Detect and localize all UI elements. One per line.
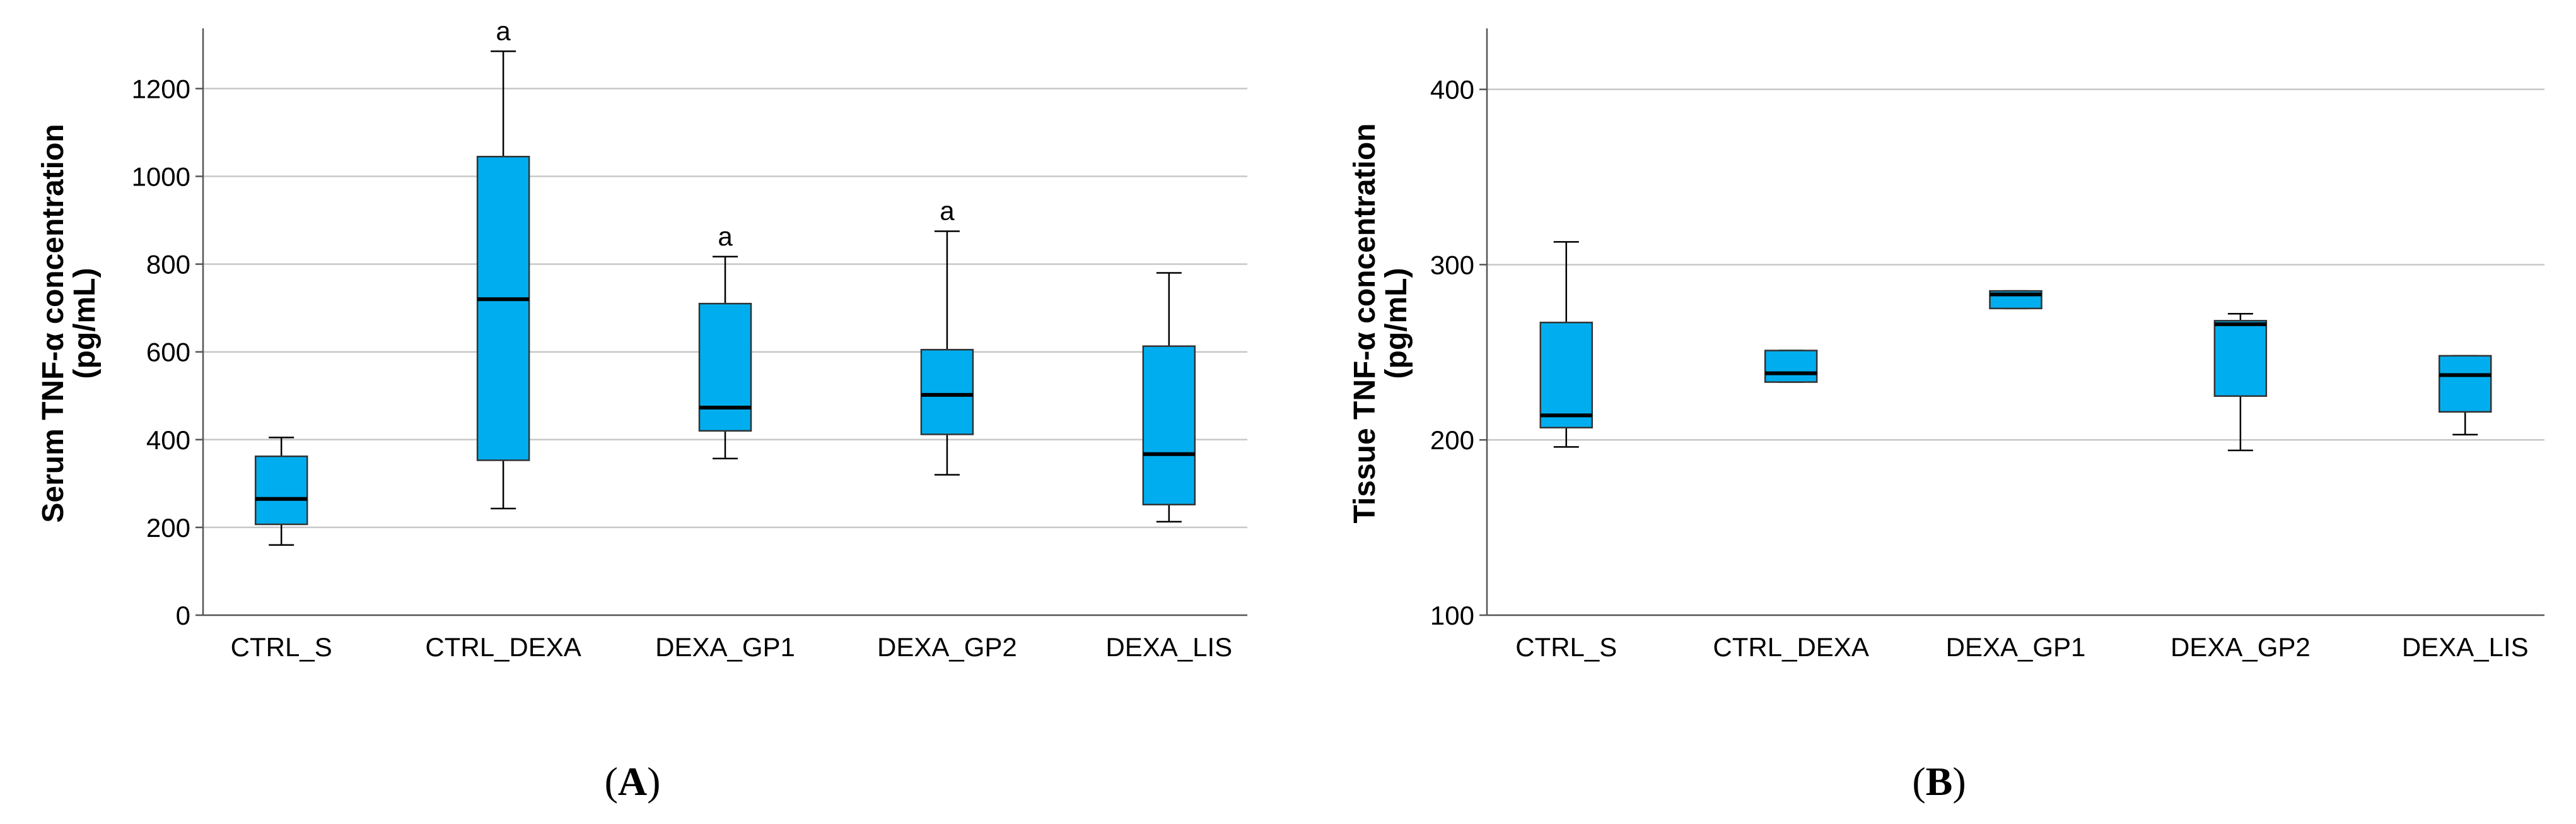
box-iqr (254, 455, 308, 526)
y-tick-label: 800 (146, 250, 190, 280)
panel-label-open: ( (605, 759, 618, 804)
y-tick-label: 600 (146, 338, 190, 367)
chart-panel-b: 100 200 300 400 Tissue TNF-α concentration(p… (1348, 28, 2544, 804)
y-tick-label: 400 (1430, 75, 1474, 105)
panel-label: (A) (605, 759, 661, 804)
y-tick-label: 0 (176, 601, 190, 630)
x-tick-label: CTRL_DEXA (425, 632, 581, 662)
y-tick-label: 300 (1430, 250, 1474, 280)
panel-label-letter: A (618, 759, 647, 804)
box-iqr (1539, 321, 1594, 429)
box-dexa-lis (1142, 272, 1196, 523)
panel-label-letter: B (1926, 759, 1953, 804)
box-dexa-lis (2438, 355, 2492, 436)
y-axis-title: Serum TNF-α concentration(pg/mL) (37, 124, 102, 522)
x-tick-label: DEXA_GP1 (1946, 632, 2086, 662)
x-tick-label: DEXA_LIS (2402, 632, 2529, 662)
box-iqr (920, 348, 974, 435)
x-tick-label: CTRL_S (1515, 632, 1617, 662)
box-dexa-gp1 (1989, 290, 2043, 310)
x-tick-label: DEXA_GP2 (877, 632, 1017, 662)
box-dexa-gp1: a (698, 221, 752, 459)
y-axis-title: Tissue TNF-α concentration(pg/mL) (1348, 123, 1413, 523)
y-tick-label: 1000 (132, 162, 190, 192)
box-iqr (476, 155, 530, 461)
x-tick-label: DEXA_GP1 (655, 632, 795, 662)
y-axis-title-line1: Tissue TNF-α concentration (1348, 123, 1382, 523)
x-tick-label: CTRL_DEXA (1713, 632, 1868, 662)
x-tick-label: CTRL_S (231, 632, 332, 662)
significance-label: a (940, 196, 955, 225)
y-axis-title-line1: Serum TNF-α concentration (37, 124, 70, 522)
y-tick-label: 100 (1430, 601, 1474, 630)
y-tick-label: 1200 (132, 74, 190, 103)
panel-label-close: ) (647, 759, 660, 804)
panel-label: (B) (1912, 759, 1966, 804)
box-dexa-gp2 (2213, 312, 2268, 452)
panel-label-open: ( (1912, 759, 1925, 804)
box-iqr (2438, 355, 2492, 413)
chart-panel-a: 0 200 400 600 800 1000 1200 Serum TNF-α concent… (37, 16, 1247, 804)
panel-label-close: ) (1952, 759, 1966, 804)
box-ctrl-dexa (1764, 350, 1818, 383)
box-iqr (2213, 320, 2268, 397)
y-tick-label: 200 (146, 513, 190, 543)
y-axis-title-line2: (pg/mL) (1380, 268, 1413, 379)
box-ctrl-dexa: a (476, 16, 530, 510)
box-iqr (1764, 350, 1818, 383)
box-iqr (698, 302, 752, 432)
box-dexa-gp2: a (920, 196, 974, 476)
y-tick-label: 400 (146, 425, 190, 455)
box-ctrl-s (1539, 241, 1594, 448)
significance-label: a (496, 16, 511, 45)
y-tick-label: 200 (1430, 425, 1474, 455)
significance-label: a (718, 221, 733, 251)
x-tick-label: DEXA_LIS (1105, 632, 1232, 662)
box-iqr (1142, 345, 1196, 505)
y-axis-title-line2: (pg/mL) (68, 268, 102, 379)
x-tick-label: DEXA_GP2 (2171, 632, 2311, 662)
box-ctrl-s (254, 437, 308, 546)
